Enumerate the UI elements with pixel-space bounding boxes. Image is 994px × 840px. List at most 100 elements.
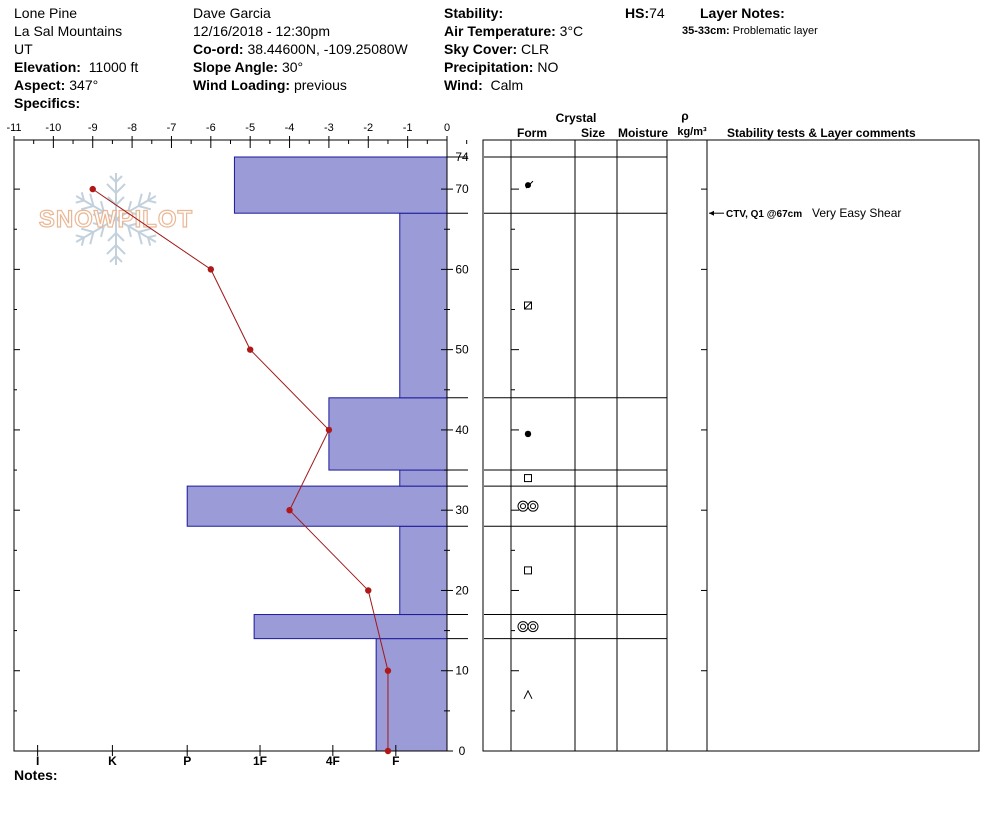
specifics: Specifics: bbox=[14, 94, 80, 112]
slope-angle: Slope Angle: 30° bbox=[193, 58, 303, 76]
height-tick-label: 40 bbox=[455, 423, 469, 437]
melt-form-outer-icon bbox=[527, 500, 539, 512]
aspect: Aspect: 347° bbox=[14, 76, 98, 94]
height-tick-label: 60 bbox=[455, 262, 469, 276]
density-header: kg/m³ bbox=[677, 126, 707, 138]
crystal-header: Crystal bbox=[556, 111, 597, 125]
hardness-tick-label: F bbox=[392, 754, 399, 768]
arrow-left-icon bbox=[709, 210, 714, 216]
range-name: La Sal Mountains bbox=[14, 23, 123, 39]
rounded-grain-icon bbox=[524, 430, 532, 438]
hardness-bar bbox=[399, 525, 448, 616]
crystal-symbol-rounded bbox=[524, 430, 532, 438]
snowpilot-logo-text: SNOWPILOT bbox=[39, 206, 193, 233]
elevation: Elevation: 11000 ft bbox=[14, 58, 138, 76]
observer-name: Dave Garcia bbox=[193, 5, 271, 21]
mixed-form-diagonal bbox=[524, 301, 532, 310]
temperature-point bbox=[207, 266, 215, 273]
temperature-tick-label: -10 bbox=[45, 122, 61, 134]
temperature-point bbox=[384, 667, 392, 674]
sky-label: Sky Cover: bbox=[444, 41, 518, 57]
snowflake-icon bbox=[70, 173, 162, 266]
air-temp-value: 3°C bbox=[559, 23, 584, 39]
crystal-symbol-faceted bbox=[524, 474, 532, 483]
hardness-temperature-chart: -11 -10 -9 -8 -7 -6 -5 -4 -3 -2 -1 0010203040506070… bbox=[6, 122, 469, 768]
aspect-value: 347° bbox=[69, 77, 99, 93]
air-temp-label: Air Temperature: bbox=[444, 23, 556, 39]
hardness-bar bbox=[253, 614, 448, 640]
layer-note-text: Problematic layer bbox=[732, 25, 818, 37]
melt-form-inner-icon bbox=[530, 503, 536, 510]
moisture-header: Moisture bbox=[618, 126, 668, 140]
elevation-label: Elevation: bbox=[14, 59, 81, 75]
notes: Notes: bbox=[14, 766, 58, 784]
hardness-bar bbox=[328, 397, 448, 471]
temperature-tick-label: -6 bbox=[206, 122, 216, 134]
wind-loading-label: Wind Loading: bbox=[193, 77, 291, 93]
hardness-tick-label: 1F bbox=[253, 754, 267, 768]
temperature-point bbox=[286, 506, 293, 514]
hardness-bar bbox=[233, 156, 448, 214]
melt-form-inner-icon bbox=[520, 503, 526, 510]
snow-height: HS:74 bbox=[625, 4, 665, 22]
temperature-tick-label: -9 bbox=[88, 122, 98, 134]
temperature-tick-label: -1 bbox=[403, 122, 413, 134]
wind-label: Wind: bbox=[444, 77, 483, 93]
temperature-point bbox=[384, 747, 392, 755]
notes-label: Notes: bbox=[14, 767, 58, 783]
temperature-tick-label: -4 bbox=[285, 122, 295, 134]
crystal-symbol-melt-forms bbox=[517, 621, 539, 633]
temperature-tick-label: -7 bbox=[167, 122, 177, 134]
wind-value: Calm bbox=[490, 77, 524, 93]
precip-value: NO bbox=[537, 59, 559, 75]
melt-form-inner-icon bbox=[530, 623, 536, 630]
observation-datetime: 12/16/2018 - 12:30pm bbox=[193, 23, 330, 39]
hardness-bar bbox=[186, 485, 448, 527]
hs-value: 74 bbox=[649, 5, 665, 21]
wind: Wind: Calm bbox=[444, 76, 523, 94]
air-temperature: Air Temperature: 3°C bbox=[444, 22, 583, 40]
stability-label: Stability: bbox=[444, 5, 504, 21]
sky-cover: Sky Cover: CLR bbox=[444, 40, 549, 58]
coordinates: Co-ord: 38.44600N, -109.25080W bbox=[193, 40, 408, 58]
hardness-bar bbox=[399, 212, 448, 399]
slope-value: 30° bbox=[281, 59, 304, 75]
melt-form-outer-icon bbox=[517, 621, 529, 633]
height-tick-label: 20 bbox=[455, 583, 469, 597]
coord-value: 38.44600N, -109.25080W bbox=[247, 41, 408, 57]
crystal-symbol-mixed-faceted bbox=[524, 301, 532, 310]
melt-form-outer-icon bbox=[517, 500, 529, 512]
depth-hoar-icon bbox=[523, 689, 533, 700]
specifics-label: Specifics: bbox=[14, 95, 81, 111]
temperature-tick-label: -11 bbox=[6, 122, 21, 134]
decomposing-grain-icon bbox=[525, 182, 531, 189]
temperature-tick-label: -3 bbox=[324, 122, 334, 134]
wind-loading: Wind Loading: previous bbox=[193, 76, 347, 94]
layer-note: 35-33cm: Problematic layer bbox=[682, 22, 818, 40]
elevation-value: 11000 ft bbox=[88, 59, 139, 75]
layer-notes-label: Layer Notes: bbox=[700, 5, 785, 21]
state-name: UT bbox=[14, 41, 33, 57]
melt-form-inner-icon bbox=[520, 623, 526, 630]
decomposing-grain-stroke bbox=[525, 180, 534, 189]
temperature-point bbox=[246, 346, 254, 353]
layer-note-range: 35-33cm: bbox=[682, 25, 730, 37]
temperature-tick-label: -2 bbox=[363, 122, 373, 134]
crystal-symbol-depth-hoar bbox=[523, 689, 533, 700]
sky-value: CLR bbox=[521, 41, 550, 57]
height-tick-label: 50 bbox=[455, 343, 469, 357]
temperature-tick-label: 0 bbox=[444, 122, 450, 134]
temperature-point bbox=[365, 587, 372, 594]
hardness-bar bbox=[375, 638, 448, 752]
layer-notes: Layer Notes: bbox=[700, 4, 785, 22]
hs-label: HS: bbox=[625, 5, 650, 21]
wind-loading-value: previous bbox=[293, 77, 347, 93]
table-frame bbox=[482, 139, 980, 752]
aspect-label: Aspect: bbox=[14, 77, 66, 93]
stability: Stability: bbox=[444, 4, 503, 22]
faceted-grain-icon bbox=[524, 474, 532, 483]
melt-form-outer-icon bbox=[527, 621, 539, 633]
stability-header: Stability tests & Layer comments bbox=[727, 126, 916, 140]
rho-header: ρ bbox=[681, 109, 688, 123]
